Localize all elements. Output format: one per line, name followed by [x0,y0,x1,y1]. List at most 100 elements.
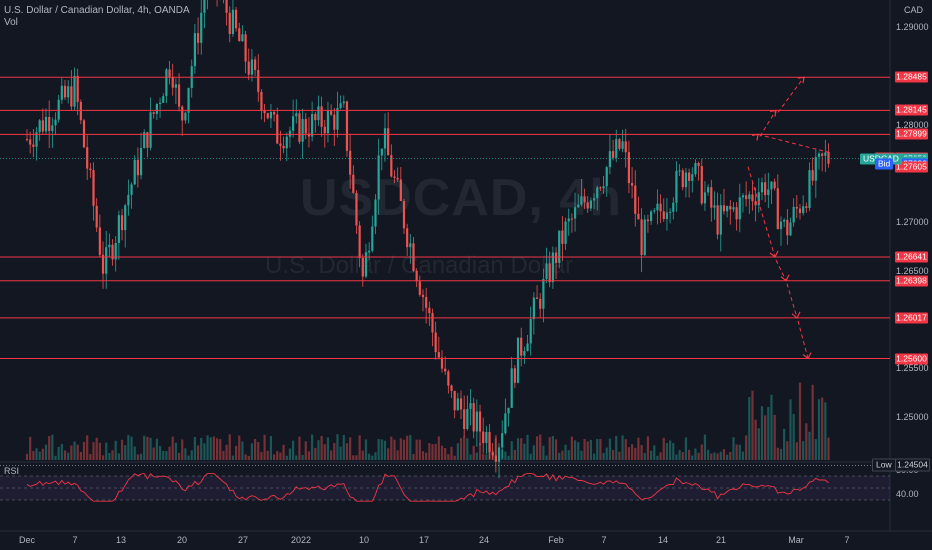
candle-body [646,219,650,222]
candle-body [634,185,637,214]
volume-bar [684,437,688,460]
projection-arrow-up[interactable] [757,133,830,154]
candle-body [573,207,577,219]
price-tag-level[interactable]: 1.28145 [895,104,928,116]
volume-bar [139,453,143,460]
volume-bar [678,450,681,460]
volume-bar [364,439,368,460]
volume-bar [580,450,583,460]
volume-bar [238,435,241,460]
volume-bar [219,439,222,460]
candle-body [241,34,244,42]
projection-arrow-down[interactable] [747,166,776,258]
volume-bar [767,406,770,460]
volume-bar [773,414,776,460]
volume-bar [539,434,542,460]
volume-bar [748,397,751,460]
candle-body [124,205,127,231]
volume-bar [586,441,589,460]
candle-body [805,206,808,209]
volume-bar [390,436,393,460]
projection-arrow-down[interactable] [775,259,787,281]
volume-bar [168,446,171,460]
volume-bar [440,445,444,460]
volume-bar [136,454,139,460]
volume-bar [665,442,669,460]
time-axis-label: 7 [844,535,850,545]
candle-body [187,88,190,113]
volume-bar [247,455,250,460]
rsi-line[interactable] [26,472,829,502]
volume-bar [79,451,82,460]
volume-label[interactable]: Vol [4,17,18,28]
price-tag-level[interactable]: 1.26641 [895,251,928,263]
chart-title[interactable]: U.S. Dollar / Canadian Dollar, 4h, OANDA [4,5,190,16]
candle-body [339,103,342,108]
candle-body [82,120,86,148]
time-axis-label: 20 [176,535,188,545]
candle-body [469,403,472,409]
volume-bar [155,438,158,460]
volume-bar [187,455,190,460]
projection-arrow-up[interactable] [759,110,777,137]
projection-arrow-up[interactable] [777,76,805,113]
candle-body [583,196,586,203]
candle-body [681,170,684,188]
volume-bar [29,436,32,460]
candle-body [722,205,726,212]
candle-body [177,84,181,107]
volume-bar [554,439,558,460]
candle-body [130,184,133,195]
volume-bar [516,438,520,460]
volume-bar [729,451,732,460]
volume-bar [320,436,323,460]
candle-body [63,85,67,98]
volume-bar [114,440,117,460]
volume-bar [821,397,824,460]
volume-bar [621,435,624,460]
volume-bar [215,438,219,460]
candle-body [735,207,738,220]
volume-bar [497,452,501,460]
candle-body [741,195,745,198]
volume-bar [526,434,529,460]
candle-body [292,116,295,131]
volume-bar [485,454,488,460]
candle-body [86,147,89,169]
volume-bar [73,441,76,460]
candle-body [567,218,570,222]
volume-bar [561,450,564,460]
price-tag-level[interactable]: 1.25600 [895,353,928,364]
candle-body [279,143,282,146]
candle-body [79,101,82,121]
price-tag-level[interactable]: 1.26398 [895,275,928,287]
candle-body [551,252,554,283]
candle-body [225,0,228,13]
projection-arrow-down[interactable] [786,283,798,318]
candle-body [684,172,688,188]
volume-bar [108,452,111,460]
volume-bar [336,434,339,460]
candle-body [491,452,494,456]
candle-body [250,59,254,75]
volume-bar [253,439,257,460]
candle-body [719,205,722,235]
volume-bar [222,450,225,460]
candle-body [98,227,101,255]
volume-bar [627,447,631,460]
price-tag-level[interactable]: 1.27899 [895,128,928,140]
candle-body [418,281,421,295]
price-tag-low[interactable]: 1.24504 [895,458,930,472]
rsi-label[interactable]: RSI [4,466,20,476]
candle-body [393,176,396,178]
price-tag-level[interactable]: 1.28485 [895,71,928,83]
price-tag-level[interactable]: 1.27605 [895,161,928,173]
volume-bar [304,441,307,460]
candle-body [827,152,830,164]
volume-bar [67,452,70,460]
volume-bar [212,436,216,460]
candle-body [266,113,269,119]
price-tag-level[interactable]: 1.26017 [895,312,928,324]
volume-bar [406,435,409,460]
